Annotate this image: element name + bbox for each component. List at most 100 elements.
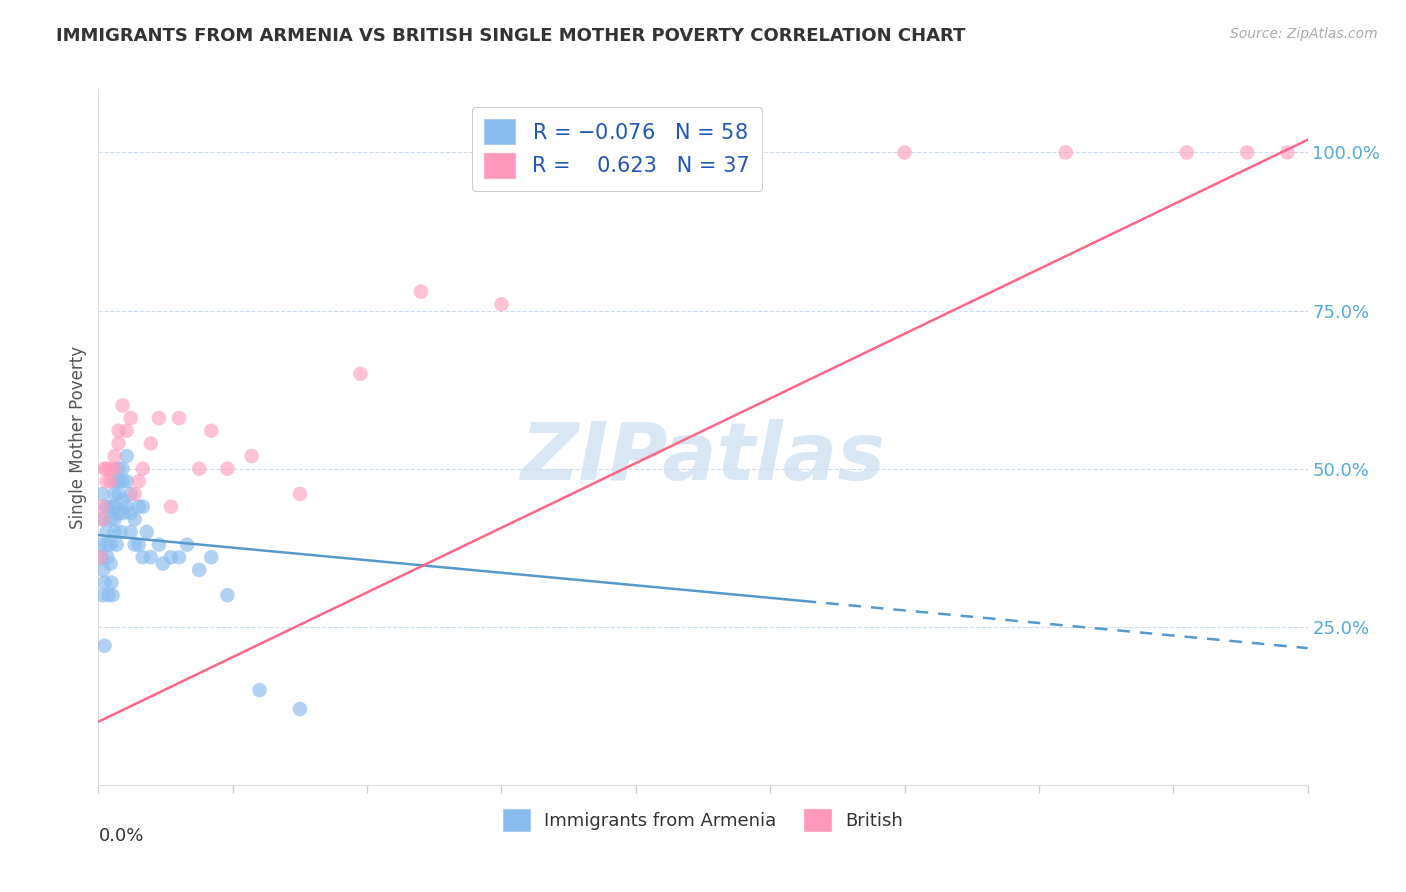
Point <box>132 550 155 565</box>
Point <box>217 588 239 602</box>
Point <box>96 538 118 552</box>
Point <box>160 500 183 514</box>
Point <box>132 461 155 475</box>
Point <box>111 461 134 475</box>
Point <box>91 563 114 577</box>
Point <box>124 512 146 526</box>
Point <box>139 436 162 450</box>
Point <box>103 449 125 463</box>
Text: Source: ZipAtlas.com: Source: ZipAtlas.com <box>1230 27 1378 41</box>
Point <box>176 538 198 552</box>
Point <box>111 399 134 413</box>
Point <box>100 461 122 475</box>
Point <box>100 575 122 590</box>
Point <box>103 475 125 489</box>
Point <box>105 538 128 552</box>
Point <box>217 461 239 475</box>
Point <box>409 285 432 299</box>
Point <box>100 475 122 489</box>
Point <box>240 449 263 463</box>
Point <box>91 512 114 526</box>
Point <box>1054 145 1077 160</box>
Point <box>91 500 114 514</box>
Point <box>103 524 125 539</box>
Point <box>115 449 138 463</box>
Point <box>111 493 134 508</box>
Point <box>97 588 120 602</box>
Point <box>107 461 129 475</box>
Point <box>124 538 146 552</box>
Point <box>96 461 118 475</box>
Point <box>103 500 125 514</box>
Point <box>893 145 915 160</box>
Point <box>100 500 122 514</box>
Point <box>167 411 190 425</box>
Point <box>124 487 146 501</box>
Point <box>152 557 174 571</box>
Point <box>107 424 129 438</box>
Point <box>120 524 142 539</box>
Point <box>128 538 150 552</box>
Point <box>107 487 129 501</box>
Point <box>200 550 222 565</box>
Point <box>167 550 190 565</box>
Point <box>111 475 134 489</box>
Point <box>91 512 114 526</box>
Point <box>288 487 311 501</box>
Point <box>100 538 122 552</box>
Point <box>96 524 118 539</box>
Y-axis label: Single Mother Poverty: Single Mother Poverty <box>69 345 87 529</box>
Point <box>101 588 124 602</box>
Text: ZIPatlas: ZIPatlas <box>520 419 886 497</box>
Point <box>103 461 125 475</box>
Point <box>139 550 162 565</box>
Point <box>1277 145 1299 160</box>
Point <box>128 475 150 489</box>
Point <box>188 461 211 475</box>
Point <box>612 145 634 160</box>
Point <box>148 411 170 425</box>
Point <box>93 639 115 653</box>
Point <box>107 506 129 520</box>
Point <box>90 550 112 565</box>
Point <box>120 411 142 425</box>
Point <box>120 506 142 520</box>
Point <box>110 524 132 539</box>
Point <box>120 487 142 501</box>
Point <box>288 702 311 716</box>
Point <box>148 538 170 552</box>
Point <box>91 487 114 501</box>
Point <box>107 475 129 489</box>
Point <box>115 500 138 514</box>
Point <box>96 500 118 514</box>
Point <box>115 475 138 489</box>
Point <box>100 512 122 526</box>
Point <box>132 500 155 514</box>
Point <box>349 367 371 381</box>
Point <box>491 297 513 311</box>
Point <box>96 550 118 565</box>
Point <box>91 588 114 602</box>
Point <box>89 550 111 565</box>
Point <box>128 500 150 514</box>
Point <box>103 512 125 526</box>
Point <box>160 550 183 565</box>
Text: IMMIGRANTS FROM ARMENIA VS BRITISH SINGLE MOTHER POVERTY CORRELATION CHART: IMMIGRANTS FROM ARMENIA VS BRITISH SINGL… <box>56 27 966 45</box>
Point <box>107 436 129 450</box>
Point <box>89 538 111 552</box>
Point <box>103 487 125 501</box>
Point <box>93 575 115 590</box>
Point <box>115 424 138 438</box>
Text: 0.0%: 0.0% <box>98 827 143 845</box>
Point <box>111 506 134 520</box>
Point <box>200 424 222 438</box>
Point <box>93 461 115 475</box>
Point <box>733 145 755 160</box>
Legend: Immigrants from Armenia, British: Immigrants from Armenia, British <box>496 802 910 838</box>
Point <box>100 557 122 571</box>
Point <box>96 475 118 489</box>
Point <box>188 563 211 577</box>
Point <box>135 524 157 539</box>
Point <box>1236 145 1258 160</box>
Point <box>249 683 271 698</box>
